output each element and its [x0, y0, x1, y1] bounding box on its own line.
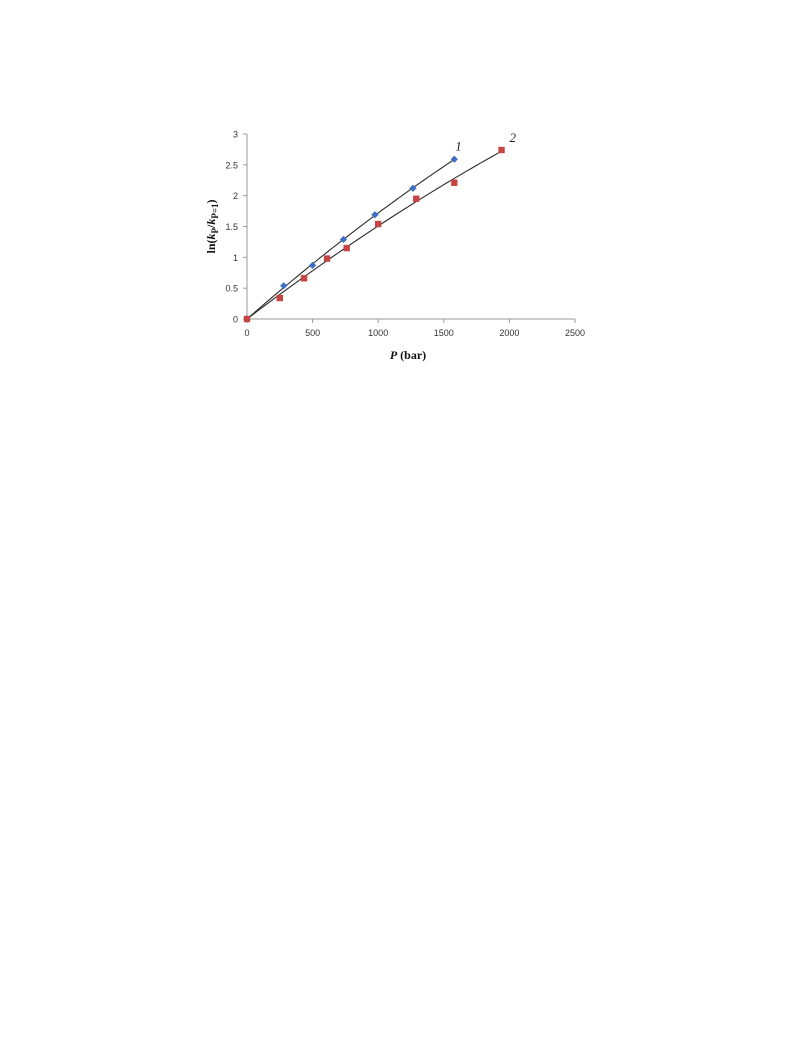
series-labels: 12	[455, 130, 516, 153]
series-2-point	[343, 244, 350, 252]
series-1-point	[450, 155, 458, 163]
series-2-point	[413, 195, 420, 202]
y-axis-suffix: )	[204, 200, 218, 204]
series-2-point	[276, 294, 283, 302]
fit-line-series-1	[246, 158, 455, 320]
x-axis-unit: (bar)	[397, 348, 426, 362]
x-axis-title: P (bar)	[390, 348, 426, 362]
series-2-point	[451, 179, 458, 186]
x-tick-label: 500	[305, 328, 320, 338]
series-1-point	[309, 261, 317, 269]
series-1-point	[409, 184, 417, 192]
y-tick-label: 0.5	[225, 284, 238, 294]
x-tick-label: 1500	[434, 328, 454, 338]
y-tick-label: 1	[233, 253, 238, 263]
y-tick-label: 0	[233, 315, 238, 325]
series-2-point	[375, 220, 382, 228]
y-tick-label: 2.5	[225, 160, 238, 170]
x-tick-label: 1000	[368, 328, 388, 338]
series-2-point	[300, 275, 308, 282]
series-label-1: 1	[455, 138, 462, 153]
y-tick-label: 3	[233, 130, 238, 140]
series-2-point	[243, 315, 251, 323]
fit-lines	[246, 150, 502, 320]
y-axis-title: ln(kP/kP=1)	[204, 200, 220, 254]
x-axis-variable: P	[390, 348, 398, 362]
y-tick-label: 1.5	[225, 222, 238, 232]
series-1-point	[280, 282, 288, 290]
series-2-point	[498, 146, 505, 154]
x-tick-label: 0	[244, 328, 249, 338]
y-axis-sub-numerator: P	[210, 227, 220, 233]
fit-line-series-2	[246, 150, 502, 320]
x-tick-label: 2000	[499, 328, 519, 338]
x-tick-label: 2500	[565, 328, 585, 338]
y-axis-k-numerator: k	[204, 233, 218, 239]
y-axis-prefix: ln(	[204, 239, 218, 253]
plot-area: 0 500 1000 1500 2000 2500 00.511.522.53 12	[225, 130, 585, 339]
series-1-point	[339, 235, 348, 244]
y-axis-sub-denominator: P=1	[210, 203, 220, 219]
series-2-point	[323, 255, 331, 262]
y-axis-k-denominator: k	[204, 219, 218, 225]
y-axis-ticks: 0 0.5 1 1.5 2 2.5 3	[225, 130, 247, 325]
data-markers	[243, 146, 505, 323]
y-axis-slash: /	[204, 224, 218, 229]
y-tick-label: 2	[233, 191, 238, 201]
series-1-point	[371, 211, 379, 219]
series-label-2: 2	[510, 130, 517, 145]
x-axis-ticks: 0 500 1000 1500 2000 2500	[244, 319, 585, 338]
